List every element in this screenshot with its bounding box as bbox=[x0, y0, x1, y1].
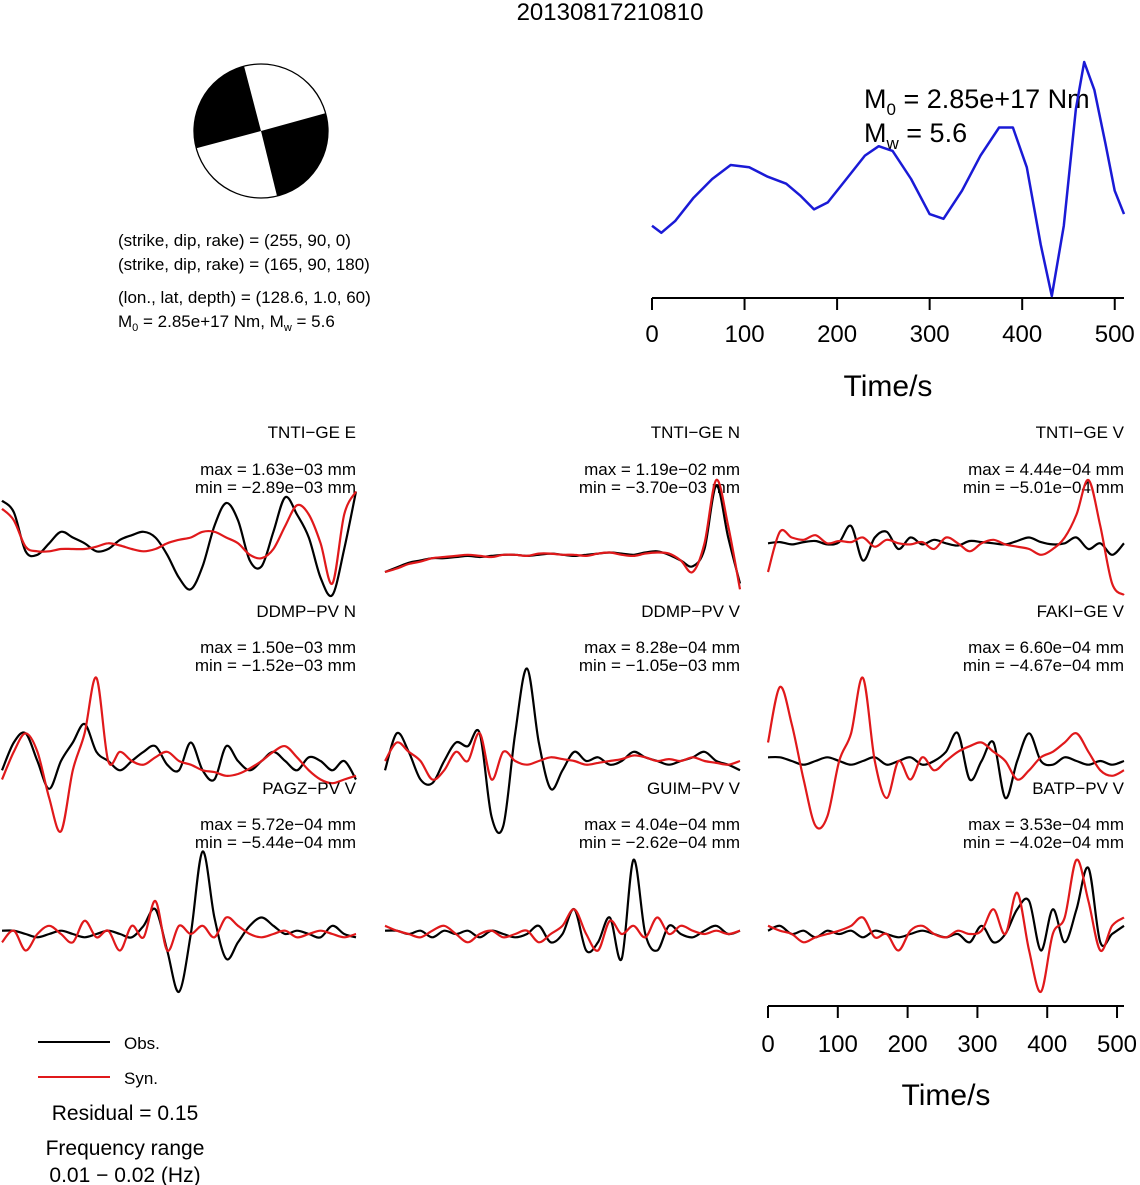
station-min-label: min = −2.89e−03 mm bbox=[195, 478, 356, 497]
station-label: DDMP−PV V bbox=[641, 602, 740, 621]
stf-x-tick-label: 100 bbox=[725, 321, 765, 348]
stf-x-tick-label: 200 bbox=[817, 321, 857, 348]
stf-panel: M0 = 2.85e+17 Nm Mw = 5.6 Time/s 0 100 200… bbox=[645, 60, 1135, 403]
waveform-time-axis: Time/s 0 100 200 300 400 500 bbox=[761, 1005, 1137, 1112]
stf-mw-label: Mw = 5.6 bbox=[864, 118, 967, 153]
station-label: FAKI−GE V bbox=[1037, 602, 1125, 621]
station-label: BATP−PV V bbox=[1032, 779, 1124, 798]
observed-waveform bbox=[767, 524, 1125, 562]
station-max-label: max = 5.72e−04 mm bbox=[200, 815, 356, 834]
mechanism-line-1: (strike, dip, rake) = (255, 90, 0) bbox=[118, 231, 351, 250]
synthetic-waveform bbox=[1, 899, 357, 952]
station-max-label: max = 1.63e−03 mm bbox=[200, 460, 356, 479]
station-label: PAGZ−PV V bbox=[262, 779, 356, 798]
waveform-x-tick-label: 0 bbox=[761, 1031, 774, 1058]
beachball bbox=[193, 63, 329, 199]
waveform-x-tick-label: 500 bbox=[1097, 1031, 1137, 1058]
station-label: TNTI−GE N bbox=[651, 423, 740, 442]
station-label: TNTI−GE E bbox=[268, 423, 356, 442]
figure-title: 20130817210810 bbox=[517, 0, 704, 26]
synthetic-waveform bbox=[1, 490, 357, 585]
frequency-range-label: Frequency range bbox=[46, 1137, 205, 1160]
stf-x-tick-label: 300 bbox=[910, 321, 950, 348]
residual-label: Residual = 0.15 bbox=[52, 1102, 199, 1125]
legend-syn-label: Syn. bbox=[124, 1069, 158, 1088]
station-max-label: max = 8.28e−04 mm bbox=[584, 638, 740, 657]
observed-waveform bbox=[1, 491, 358, 598]
waveform-x-tick-label: 400 bbox=[1027, 1031, 1067, 1058]
moment-line: M0 = 2.85e+17 Nm, Mw = 5.6 bbox=[118, 312, 335, 334]
observed-waveform bbox=[1, 850, 357, 993]
waveform-x-tick-label: 300 bbox=[957, 1031, 997, 1058]
mechanism-line-2: (strike, dip, rake) = (165, 90, 180) bbox=[118, 255, 370, 274]
synthetic-waveform bbox=[766, 478, 1125, 596]
station-min-label: min = −4.67e−04 mm bbox=[963, 656, 1124, 675]
station-max-label: max = 4.44e−04 mm bbox=[968, 460, 1124, 479]
station-min-label: min = −5.44e−04 mm bbox=[195, 833, 356, 852]
synthetic-waveform bbox=[384, 908, 741, 952]
observed-waveform bbox=[383, 667, 741, 835]
station-label: TNTI−GE V bbox=[1036, 423, 1125, 442]
legend-obs-label: Obs. bbox=[124, 1034, 160, 1053]
observed-waveform bbox=[0, 722, 357, 790]
station-max-label: max = 1.50e−03 mm bbox=[200, 638, 356, 657]
stf-x-tick-label: 500 bbox=[1095, 321, 1135, 348]
stf-x-axis-label: Time/s bbox=[844, 370, 933, 403]
synthetic-waveform bbox=[384, 732, 741, 781]
station-max-label: max = 6.60e−04 mm bbox=[968, 638, 1124, 657]
station-max-label: max = 3.53e−04 mm bbox=[968, 815, 1124, 834]
waveform-x-tick-label: 100 bbox=[818, 1031, 858, 1058]
station-min-label: min = −2.62e−04 mm bbox=[579, 833, 740, 852]
legend: Obs. Syn. bbox=[38, 1034, 160, 1088]
observed-waveform bbox=[767, 731, 1125, 800]
waveform-x-tick-label: 200 bbox=[888, 1031, 928, 1058]
station-min-label: min = −4.02e−04 mm bbox=[963, 833, 1124, 852]
location-line: (lon., lat, depth) = (128.6, 1.0, 60) bbox=[118, 288, 371, 307]
station-min-label: min = −5.01e−04 mm bbox=[963, 478, 1124, 497]
station-min-label: min = −1.52e−03 mm bbox=[195, 656, 356, 675]
stf-series-line bbox=[651, 60, 1126, 298]
station-max-label: max = 4.04e−04 mm bbox=[584, 815, 740, 834]
observed-waveform bbox=[384, 858, 741, 961]
station-label: GUIM−PV V bbox=[647, 779, 741, 798]
station-min-label: min = −1.05e−03 mm bbox=[579, 656, 740, 675]
synthetic-waveform bbox=[767, 858, 1125, 993]
stf-x-tick-label: 400 bbox=[1002, 321, 1042, 348]
waveform-x-axis-label: Time/s bbox=[902, 1079, 991, 1112]
synthetic-waveform bbox=[384, 478, 742, 590]
station-min-label: min = −3.70e−03 mm bbox=[579, 478, 740, 497]
stf-m0-label: M0 = 2.85e+17 Nm bbox=[864, 84, 1090, 119]
stf-x-tick-label: 0 bbox=[645, 321, 658, 348]
frequency-range-value: 0.01 − 0.02 (Hz) bbox=[49, 1164, 200, 1185]
station-label: DDMP−PV N bbox=[256, 602, 356, 621]
station-max-label: max = 1.19e−02 mm bbox=[584, 460, 740, 479]
synthetic-waveform bbox=[0, 676, 357, 833]
synthetic-waveform bbox=[766, 676, 1125, 830]
